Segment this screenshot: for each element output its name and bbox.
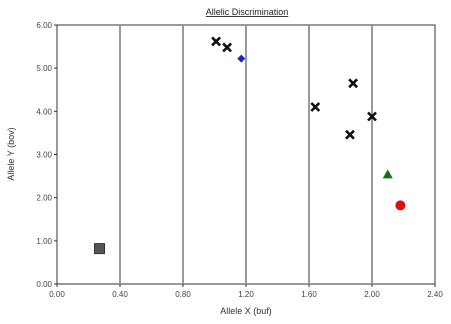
x-cross-stroke [222, 42, 233, 53]
x-tick-label: 1.20 [238, 290, 254, 299]
x-cross-stroke [211, 36, 221, 47]
x-cross-stroke [345, 129, 355, 140]
diamond-point [237, 54, 246, 63]
x-cross-point [367, 111, 377, 122]
data-points [94, 36, 406, 255]
y-axis-ticks: 0.00 1.00 2.00 3.00 4.00 5.00 6.00 [36, 21, 57, 289]
x-tick-label: 1.60 [301, 290, 317, 299]
x-tick-label: 0.80 [175, 290, 191, 299]
x-cross-point [345, 129, 355, 140]
x-tick-label: 2.40 [427, 290, 443, 299]
chart-title: Allelic Discrimination [206, 7, 289, 17]
grid-lines [119, 25, 373, 284]
x-cross-stroke [367, 111, 377, 122]
x-cross-point [222, 42, 233, 53]
y-tick-label: 2.00 [36, 194, 52, 203]
x-tick-label: 0.40 [112, 290, 128, 299]
triangle-point [382, 169, 393, 179]
y-axis-title: Allele Y (bov) [6, 127, 16, 180]
x-tick-label: 0.00 [49, 290, 65, 299]
y-tick-label: 1.00 [36, 237, 52, 246]
y-tick-label: 4.00 [36, 107, 52, 116]
y-tick-label: 6.00 [36, 21, 52, 30]
x-cross-stroke [348, 78, 359, 89]
y-tick-label: 3.00 [36, 151, 52, 160]
x-axis-title: Allele X (buf) [220, 306, 272, 316]
x-cross-point [348, 78, 359, 89]
circle-point [395, 200, 406, 211]
x-tick-label: 2.00 [364, 290, 380, 299]
x-cross-point [310, 102, 321, 112]
y-tick-label: 5.00 [36, 64, 52, 73]
y-tick-label: 0.00 [36, 280, 52, 289]
x-axis-ticks: 0.00 0.40 0.80 1.20 1.60 2.00 2.40 [49, 284, 443, 299]
x-cross-point [211, 36, 221, 47]
x-cross-stroke [310, 102, 321, 112]
square-point [94, 243, 106, 255]
